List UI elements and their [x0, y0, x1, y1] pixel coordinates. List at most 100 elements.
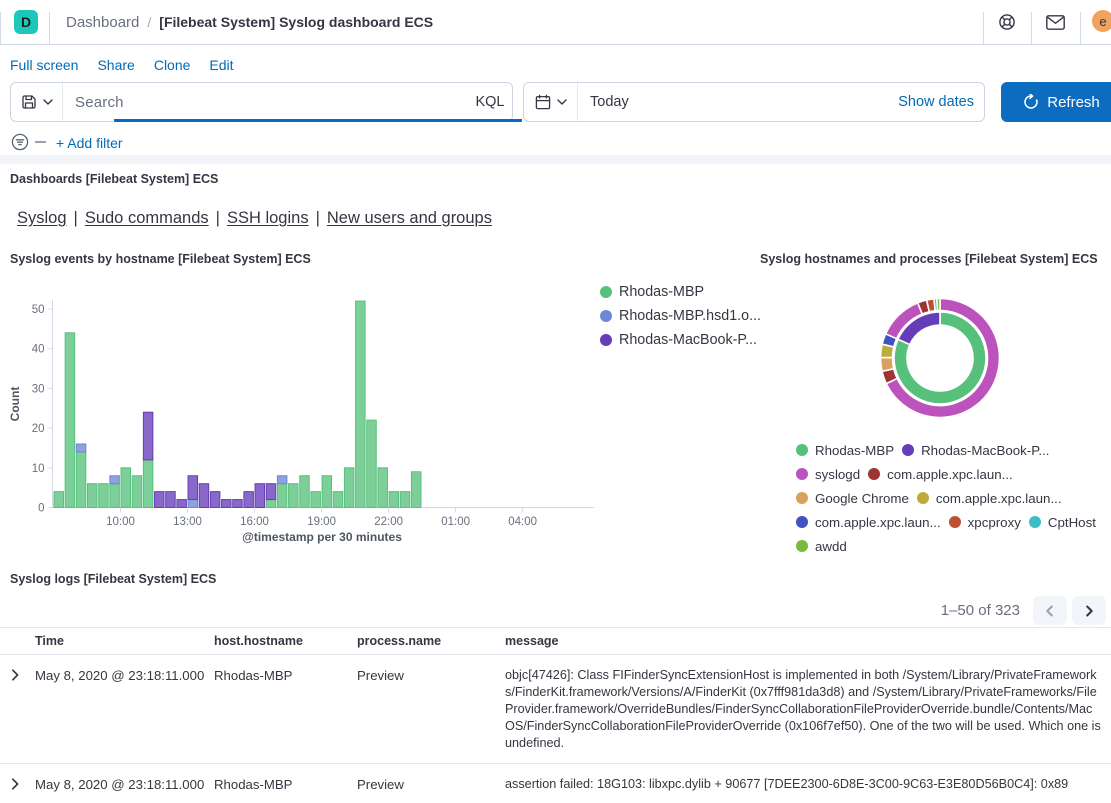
saved-query-menu-button[interactable] [11, 83, 63, 121]
bar-segment-12:30-Rhodas-MacBook-P...[interactable] [176, 499, 187, 508]
bar-segment-21:30-Rhodas-MBP[interactable] [377, 467, 388, 509]
menu-link-full-screen[interactable]: Full screen [10, 57, 79, 73]
bar-segment-07:00-Rhodas-MBP[interactable] [53, 491, 64, 508]
bar-segment-20:00-Rhodas-MBP[interactable] [343, 467, 355, 509]
bar-segment-18:30-Rhodas-MBP[interactable] [310, 491, 321, 508]
refresh-icon [1024, 94, 1038, 109]
legend-item-label: CptHost [1047, 514, 1096, 530]
calendar-icon [535, 94, 550, 110]
bar-segment-13:00-Rhodas-MacBook-P...[interactable] [187, 475, 199, 501]
pagination-next-button[interactable] [1072, 596, 1106, 625]
legend-item[interactable]: awdd [796, 539, 847, 554]
table-row: May 8, 2020 @ 23:18:11.000 Rhodas-MBP Prev… [0, 654, 1111, 763]
legend-item[interactable]: Rhodas-MBP [600, 280, 761, 304]
bar-segment-23:00-Rhodas-MBP[interactable] [410, 471, 422, 509]
bar-segment-19:00-Rhodas-MBP[interactable] [321, 475, 333, 509]
bar-segment-18:00-Rhodas-MBP[interactable] [299, 475, 310, 509]
help-button[interactable] [997, 12, 1017, 32]
header-divider [1031, 12, 1032, 44]
notifications-button[interactable] [1045, 12, 1065, 32]
donut-segment-Google Chrome[interactable] [879, 356, 895, 373]
column-header-message[interactable]: message [505, 634, 559, 648]
bar-segment-19:30-Rhodas-MBP[interactable] [332, 491, 344, 508]
bar-segment-16:00-Rhodas-MacBook-P...[interactable] [254, 483, 266, 508]
legend-item[interactable]: CptHost [1028, 514, 1096, 530]
search-input[interactable]: Search [63, 83, 522, 122]
syslog-hostnames-donut-chart[interactable] [780, 278, 1100, 443]
legend-item[interactable]: com.apple.xpc.laun... [916, 491, 1062, 506]
bar-segment-17:00-Rhodas-MBP[interactable] [276, 483, 288, 508]
bar-segment-17:30-Rhodas-MBP[interactable] [288, 483, 299, 508]
user-avatar[interactable]: e [1092, 10, 1111, 32]
bar-segment-22:30-Rhodas-MBP[interactable] [399, 491, 411, 508]
markdown-link-ssh-logins[interactable]: SSH logins [226, 209, 309, 227]
menu-link-clone[interactable]: Clone [153, 57, 191, 73]
row-expander[interactable] [0, 667, 35, 752]
bar-segment-10:30-Rhodas-MBP[interactable] [131, 475, 143, 509]
column-header-process.name[interactable]: process.name [357, 634, 442, 648]
bar-segment-11:00-Rhodas-MacBook-P...[interactable] [142, 411, 154, 461]
legend-item[interactable]: xpcproxy [948, 515, 1021, 530]
bar-segment-11:00-Rhodas-MBP[interactable] [142, 459, 154, 508]
legend-item[interactable]: com.apple.xpc.laun... [868, 467, 1013, 482]
column-header-host.hostname[interactable]: host.hostname [214, 634, 303, 648]
legend-item[interactable]: Rhodas-MacBook-P... [902, 443, 1049, 458]
donut-segment-Rhodas-MBP[interactable] [893, 311, 987, 405]
bar-segment-08:30-Rhodas-MBP[interactable] [87, 483, 98, 508]
x-axis-tick-label: 22:00 [374, 516, 403, 528]
menu-link-edit[interactable]: Edit [209, 57, 234, 73]
bar-segment-16:30-Rhodas-MBP[interactable] [265, 499, 277, 508]
histogram-panel-title: Syslog events by hostname [Filebeat Syst… [10, 252, 311, 266]
refresh-button[interactable]: Refresh [1001, 82, 1111, 122]
syslog-events-bar-chart[interactable]: 0 10 20 30 40 50 10:00 13:00 16:00 19:00 22:00 01:0… [0, 270, 760, 560]
dashboard-app-logo[interactable]: D [14, 10, 38, 34]
bar-segment-08:00-Rhodas-MBP[interactable] [75, 451, 87, 508]
date-picker-value[interactable]: Today [590, 94, 629, 110]
markdown-link-new-users-and-groups[interactable]: New users and groups [326, 209, 492, 227]
bar-segment-09:30-Rhodas-MBP[interactable] [109, 483, 120, 508]
bar-segment-14:00-Rhodas-MacBook-P...[interactable] [209, 491, 221, 508]
bar-segment-17:00-Rhodas-MBP.hsd1.o...[interactable] [276, 475, 288, 485]
bar-segment-16:30-Rhodas-MacBook-P...[interactable] [265, 483, 277, 501]
markdown-link-sudo-commands[interactable]: Sudo commands [84, 209, 209, 227]
bar-segment-10:00-Rhodas-MBP[interactable] [120, 467, 132, 509]
bar-segment-21:00-Rhodas-MBP[interactable] [366, 419, 377, 508]
pie-legend-row: Rhodas-MBP Rhodas-MacBook-P... [796, 438, 1104, 462]
bar-segment-07:30-Rhodas-MBP[interactable] [64, 332, 76, 508]
pagination-prev-button[interactable] [1033, 596, 1067, 625]
show-dates-button[interactable]: Show dates [898, 94, 974, 110]
menu-link-share[interactable]: Share [97, 57, 135, 73]
header-content-separator [0, 155, 1111, 164]
bar-segment-09:30-Rhodas-MBP.hsd1.o...[interactable] [109, 475, 120, 485]
donut-segment-Rhodas-MacBook-P...[interactable] [897, 311, 941, 346]
breadcrumb-dashboard[interactable]: Dashboard [66, 13, 140, 31]
legend-dot-xpcproxy [948, 516, 961, 528]
markdown-link-separator: | [215, 209, 220, 227]
bar-segment-08:00-Rhodas-MBP.hsd1.o...[interactable] [75, 443, 87, 453]
bar-segment-09:00-Rhodas-MBP[interactable] [98, 483, 109, 508]
legend-item[interactable]: syslogd [796, 467, 860, 482]
bar-segment-13:00-Rhodas-MBP.hsd1.o...[interactable] [187, 499, 199, 508]
add-filter-button[interactable]: + Add filter [56, 135, 123, 151]
filter-menu-button[interactable] [11, 133, 29, 151]
markdown-link-syslog[interactable]: Syslog [17, 209, 67, 227]
search-placeholder: Search [75, 93, 124, 111]
legend-item[interactable]: Rhodas-MBP [796, 443, 894, 458]
date-quick-select-button[interactable] [524, 83, 578, 121]
bar-segment-11:30-Rhodas-MacBook-P...[interactable] [154, 491, 165, 508]
bar-segment-12:00-Rhodas-MacBook-P...[interactable] [165, 491, 176, 508]
query-language-button[interactable]: KQL [475, 94, 505, 110]
legend-item[interactable]: Rhodas-MBP.hsd1.o... [600, 304, 761, 328]
donut-segment-awdd[interactable] [936, 297, 941, 312]
bar-segment-20:30-Rhodas-MBP[interactable] [355, 300, 366, 509]
legend-item[interactable]: Rhodas-MacBook-P... [600, 328, 761, 352]
legend-item[interactable]: Google Chrome [796, 491, 909, 506]
bar-segment-22:00-Rhodas-MBP[interactable] [388, 491, 400, 508]
column-header-Time[interactable]: Time [35, 634, 64, 648]
bar-segment-13:30-Rhodas-MacBook-P...[interactable] [198, 483, 210, 508]
legend-item[interactable]: com.apple.xpc.laun... [796, 515, 941, 530]
bar-segment-15:30-Rhodas-MacBook-P...[interactable] [243, 491, 254, 508]
row-expander[interactable] [0, 776, 35, 794]
bar-segment-14:30-Rhodas-MacBook-P...[interactable] [221, 499, 232, 508]
bar-segment-15:00-Rhodas-MacBook-P...[interactable] [232, 499, 243, 508]
